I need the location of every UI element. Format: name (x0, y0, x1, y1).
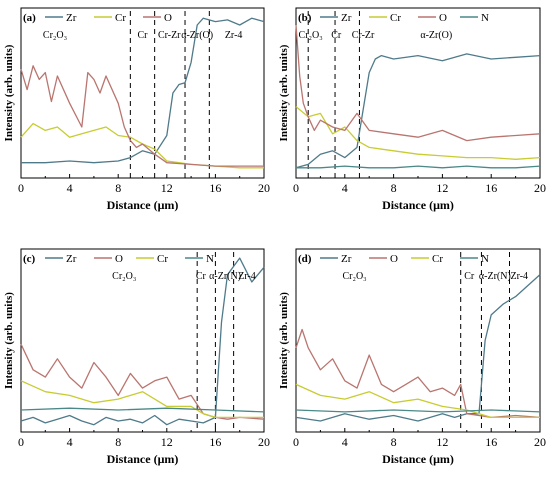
panel-3: 0 4 8 12 16 20 Distance (μm) Intensity (arb. un… (278, 248, 546, 466)
x-tick-label: 20 (534, 181, 546, 195)
legend-label: Cr (157, 253, 168, 265)
region-label: Cr-Zr (352, 30, 375, 41)
region-label: α-Zr(O) (420, 30, 452, 41)
region-label: Cr₂O₃ (299, 30, 323, 41)
series-line-zr (295, 53, 541, 169)
series-line-n (296, 165, 541, 169)
region-label: α-Zr(O) (181, 30, 213, 41)
series-line-o (295, 328, 541, 419)
y-axis-label: Intensity (arb. units) (3, 292, 15, 389)
series-line-o (20, 65, 264, 167)
x-tick-label: 12 (436, 435, 448, 449)
x-tick-label: 8 (115, 181, 121, 195)
legend-label: Zr (341, 253, 352, 265)
legend-label: Zr (66, 253, 77, 265)
legend-label: N (481, 12, 489, 24)
series-line-o (20, 343, 265, 420)
series-line-zr (295, 274, 541, 422)
x-tick-label: 20 (534, 435, 546, 449)
legend-label: N (206, 253, 214, 265)
x-tick-label: 0 (18, 181, 24, 195)
legend-label: Cr (115, 12, 126, 24)
x-tick-label: 4 (67, 435, 73, 449)
series-line-n (20, 407, 265, 413)
series-line-n (295, 409, 541, 413)
legend-label: Zr (66, 12, 77, 24)
series-line-zr (21, 17, 265, 164)
region-label: Cr₂O₃ (342, 271, 366, 282)
x-tick-label: 4 (342, 435, 348, 449)
panel-label: (a) (23, 12, 36, 24)
x-axis-label: Distance (μm) (107, 452, 179, 466)
series-line-cr (295, 106, 541, 160)
series-line-zr (20, 257, 265, 426)
region-label: Zr-4 (510, 271, 528, 282)
legend-label: N (481, 253, 489, 265)
legend-label: Zr (341, 12, 352, 24)
x-tick-label: 16 (485, 181, 497, 195)
x-axis-label: Distance (μm) (107, 198, 179, 212)
x-tick-label: 0 (293, 181, 299, 195)
x-tick-label: 16 (485, 435, 497, 449)
region-label: Cr (196, 271, 207, 282)
legend-label: O (390, 253, 398, 265)
region-label: Zr-4 (225, 30, 243, 41)
x-tick-label: 0 (293, 435, 299, 449)
region-label: Cr₂O₃ (112, 271, 136, 282)
x-tick-label: 12 (161, 435, 173, 449)
x-tick-label: 8 (391, 181, 397, 195)
series-line-cr (295, 383, 540, 419)
x-tick-label: 16 (209, 435, 221, 449)
panel-label: (b) (298, 12, 312, 24)
x-tick-label: 12 (436, 181, 448, 195)
panel-1: 0 4 8 12 16 20 Distance (μm) Intensity (arb. un… (278, 7, 546, 212)
x-tick-label: 8 (391, 435, 397, 449)
x-axis-label: Distance (μm) (382, 198, 454, 212)
region-label: Cr (138, 30, 149, 41)
legend-label: Cr (390, 12, 401, 24)
panel-label: (d) (298, 253, 312, 265)
x-tick-label: 0 (18, 435, 24, 449)
x-tick-label: 12 (161, 181, 173, 195)
x-tick-label: 4 (342, 181, 348, 195)
x-axis-label: Distance (μm) (382, 452, 454, 466)
region-label: Cr-Zr (158, 30, 181, 41)
x-tick-label: 20 (258, 435, 270, 449)
legend-label: Cr (432, 253, 443, 265)
legend-label: O (115, 253, 123, 265)
y-axis-label: Intensity (arb. units) (278, 292, 290, 389)
legend-label: O (164, 12, 172, 24)
x-tick-label: 20 (258, 181, 270, 195)
region-label: α-Zr(N) (479, 271, 511, 282)
series-line-o (295, 24, 541, 142)
panel-2: 0 4 8 12 16 20 Distance (μm) Intensity (arb. un… (3, 248, 270, 466)
series-line-cr (20, 122, 264, 169)
y-axis-label: Intensity (arb. units) (3, 44, 15, 141)
series-line-cr (20, 380, 264, 419)
region-label: α-Zr(N) (209, 271, 241, 282)
panel-0: 0 4 8 12 16 20 Distance (μm) Intensity (arb. un… (3, 7, 270, 212)
y-axis-label: Intensity (arb. units) (278, 44, 290, 141)
panel-label: (c) (23, 253, 36, 265)
region-label: Cr₂O₃ (43, 30, 67, 41)
x-tick-label: 4 (67, 181, 73, 195)
region-label: Zr-4 (238, 271, 256, 282)
x-tick-label: 16 (209, 181, 221, 195)
x-tick-label: 8 (115, 435, 121, 449)
region-label: Cr (331, 30, 342, 41)
region-label: Cr (464, 271, 475, 282)
legend-label: O (439, 12, 447, 24)
